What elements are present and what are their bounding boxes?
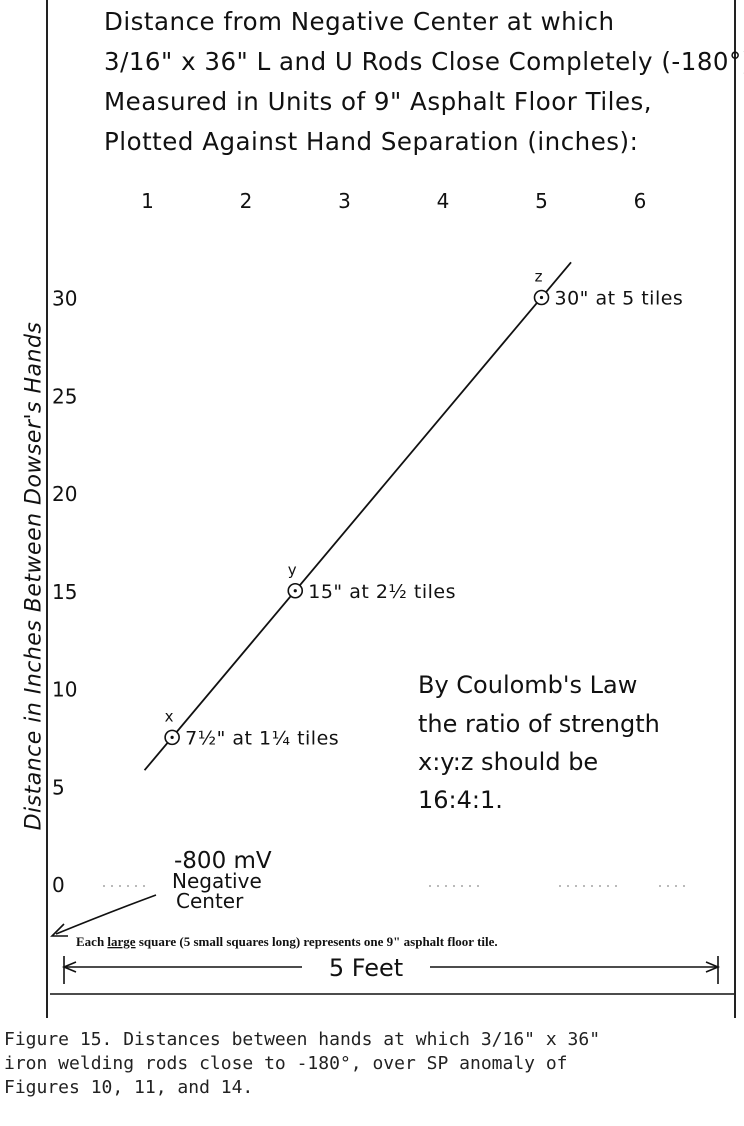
- grid-dot: [607, 885, 609, 887]
- left-border-line: [46, 0, 48, 1018]
- grid-dot: [111, 885, 113, 887]
- grid-dot: [429, 885, 431, 887]
- figure-caption: Figure 15. Distances between hands at wh…: [4, 1028, 734, 1100]
- annotation-line: By Coulomb's Law: [418, 671, 637, 699]
- title-line: 3/16" x 36" L and U Rods Close Completel…: [104, 47, 744, 76]
- scale-note: Each large square (5 small squares long)…: [76, 934, 498, 949]
- y-tick-labels: 0 5 10 15 20 25 30: [52, 287, 77, 898]
- grid-dot: [143, 885, 145, 887]
- data-point-center: [170, 735, 174, 739]
- caption-line: Figures 10, 11, and 14.: [4, 1077, 254, 1098]
- grid-dot: [127, 885, 129, 887]
- grid-dot: [469, 885, 471, 887]
- data-point-label: 15" at 2½ tiles: [308, 581, 456, 603]
- grid-dot: [135, 885, 137, 887]
- right-border-line: [734, 0, 736, 1018]
- data-series: [143, 261, 572, 771]
- title-line: Distance from Negative Center at which: [104, 7, 615, 36]
- grid-dot: [683, 885, 685, 887]
- caption-line: Figure 15. Distances between hands at wh…: [4, 1029, 601, 1050]
- scale-bar-label: 5 Feet: [329, 954, 403, 982]
- chart-title: Distance from Negative Center at which 3…: [104, 2, 744, 162]
- grid-dot: [567, 885, 569, 887]
- data-point-label: 30" at 5 tiles: [555, 288, 684, 310]
- negative-center-label: -800 mV Negative Center: [172, 848, 272, 913]
- negative-center-word: Center: [176, 889, 244, 913]
- y-tick-label: 15: [52, 580, 77, 604]
- x-tick-label: 6: [634, 189, 647, 213]
- data-points: x 7½" at 1¼ tiles y 15" at 2½ tiles z 30" at …: [164, 268, 684, 749]
- grid-dot: [591, 885, 593, 887]
- data-point-center: [539, 295, 544, 300]
- y-tick-label: 30: [52, 287, 77, 311]
- grid-dot: [615, 885, 617, 887]
- grid-dot: [599, 885, 601, 887]
- data-point-letter: x: [165, 707, 174, 725]
- negative-center-mv: -800 mV: [174, 848, 272, 874]
- y-tick-label: 5: [52, 775, 65, 799]
- grid-dot: [103, 885, 105, 887]
- x-tick-label: 3: [338, 189, 351, 213]
- scale-bar: [50, 956, 734, 995]
- negative-center-arrowhead: [50, 923, 68, 937]
- annotation-line: the ratio of strength: [418, 710, 660, 738]
- y-tick-label: 20: [52, 482, 77, 506]
- coulomb-annotation: By Coulomb's Law the ratio of strength x…: [418, 671, 660, 814]
- x-tick-label: 2: [240, 189, 253, 213]
- negative-center-arrow: [55, 894, 157, 935]
- data-point-label: 7½" at 1¼ tiles: [185, 727, 339, 749]
- grid-dot: [477, 885, 479, 887]
- annotation-line: x:y:z should be: [418, 748, 598, 776]
- data-point-letter: y: [288, 561, 297, 579]
- y-tick-label: 25: [52, 384, 77, 408]
- caption-line: iron welding rods close to -180°, over S…: [4, 1053, 568, 1074]
- y-tick-label: 0: [52, 873, 65, 897]
- grid-dot: [119, 885, 121, 887]
- series-line: [143, 261, 572, 771]
- faint-grid-dots: [103, 885, 685, 887]
- grid-dot: [461, 885, 463, 887]
- grid-dot: [437, 885, 439, 887]
- grid-dot: [575, 885, 577, 887]
- grid-dot: [445, 885, 447, 887]
- y-tick-label: 10: [52, 678, 77, 702]
- x-tick-label: 1: [141, 189, 154, 213]
- grid-dot: [453, 885, 455, 887]
- grid-dot: [675, 885, 677, 887]
- grid-dot: [559, 885, 561, 887]
- title-line: Measured in Units of 9" Asphalt Floor Ti…: [104, 87, 653, 116]
- data-point-letter: z: [535, 268, 543, 286]
- x-tick-label: 4: [437, 189, 450, 213]
- grid-dot: [583, 885, 585, 887]
- negative-center-word: Negative: [172, 869, 262, 893]
- title-line: Plotted Against Hand Separation (inches)…: [104, 127, 639, 156]
- annotation-line: 16:4:1.: [418, 786, 503, 814]
- grid-dot: [659, 885, 661, 887]
- x-tick-labels: 1 2 3 4 5 6: [141, 189, 646, 213]
- grid-dot: [667, 885, 669, 887]
- x-tick-label: 5: [535, 189, 548, 213]
- chart-plot: 1 2 3 4 5 6 0 5 10 15 20 25 30 x 7½" at 1¼ tiles y 15"…: [50, 189, 734, 995]
- data-point-center: [293, 589, 297, 593]
